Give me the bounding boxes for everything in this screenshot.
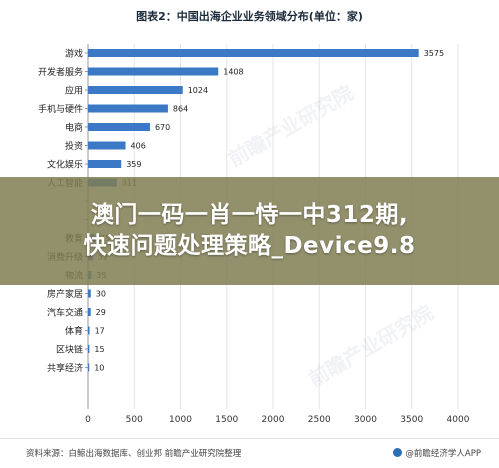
category-label: 手机与硬件 — [38, 103, 83, 115]
value-label: 359 — [126, 160, 141, 169]
category-label: 电商 — [65, 122, 83, 134]
x-tick-label: 1000 — [169, 415, 192, 425]
bar — [88, 86, 183, 94]
category-label: 体育 — [65, 325, 83, 337]
value-label: 17 — [95, 327, 105, 336]
value-label: 406 — [131, 142, 146, 151]
value-label: 1024 — [188, 86, 208, 95]
bar — [88, 67, 219, 76]
brand-logo-icon — [393, 448, 403, 457]
category-label: 游戏 — [65, 48, 83, 60]
category-label: 汽车交通 — [47, 307, 83, 319]
value-label: 3575 — [424, 49, 444, 58]
bar — [88, 160, 122, 168]
x-tick-label: 0 — [85, 415, 91, 425]
bar — [88, 326, 90, 335]
brand-label: @前瞻经济学人APP — [405, 449, 481, 459]
brand-credit: @前瞻经济学人APP — [393, 447, 481, 459]
x-tick-label: 2000 — [262, 415, 285, 425]
chart-title: 图表2：中国出海企业业务领域分布(单位：家) — [136, 10, 363, 23]
bar — [88, 363, 90, 372]
banner-line-1: 澳门一码一肖一恃一中312期, — [90, 202, 409, 228]
chart-footer: 资料来源：白鲸出海数据库、创业邦 前瞻产业研究院整理 @前瞻经济学人APP — [0, 438, 499, 468]
value-label: 1408 — [223, 68, 243, 77]
bar — [88, 141, 126, 150]
value-label: 30 — [96, 290, 106, 299]
category-label: 投资 — [65, 140, 83, 152]
bar — [88, 123, 150, 131]
x-tick-label: 3500 — [400, 415, 423, 425]
x-tick-label: 3000 — [354, 415, 377, 425]
category-label: 应用 — [65, 85, 83, 97]
category-label: 区块链 — [56, 344, 83, 356]
bar — [88, 49, 419, 57]
bar — [88, 345, 90, 353]
value-label: 29 — [96, 308, 106, 317]
overlay-banner: 澳门一码一肖一恃一中312期, 快速问题处理策略_Device9.8 — [0, 177, 499, 285]
source-note: 资料来源：白鲸出海数据库、创业邦 前瞻产业研究院整理 — [26, 449, 242, 459]
category-label: 文化娱乐 — [47, 159, 83, 171]
value-label: 864 — [173, 105, 188, 114]
value-label: 670 — [155, 123, 170, 132]
value-label: 10 — [94, 364, 104, 373]
category-label: 开发者服务 — [38, 66, 83, 78]
category-label: 共享经济 — [47, 362, 83, 374]
x-tick-label: 2500 — [308, 415, 331, 425]
x-tick-label: 500 — [126, 415, 143, 425]
bar — [88, 104, 168, 113]
banner-line-2: 快速问题处理策略_Device9.8 — [83, 233, 416, 259]
bar — [88, 308, 91, 316]
x-tick-label: 4000 — [447, 415, 470, 425]
x-tick-label: 1500 — [215, 415, 238, 425]
value-label: 15 — [94, 345, 104, 354]
category-label: 房产家居 — [47, 288, 83, 300]
bar — [88, 289, 91, 298]
